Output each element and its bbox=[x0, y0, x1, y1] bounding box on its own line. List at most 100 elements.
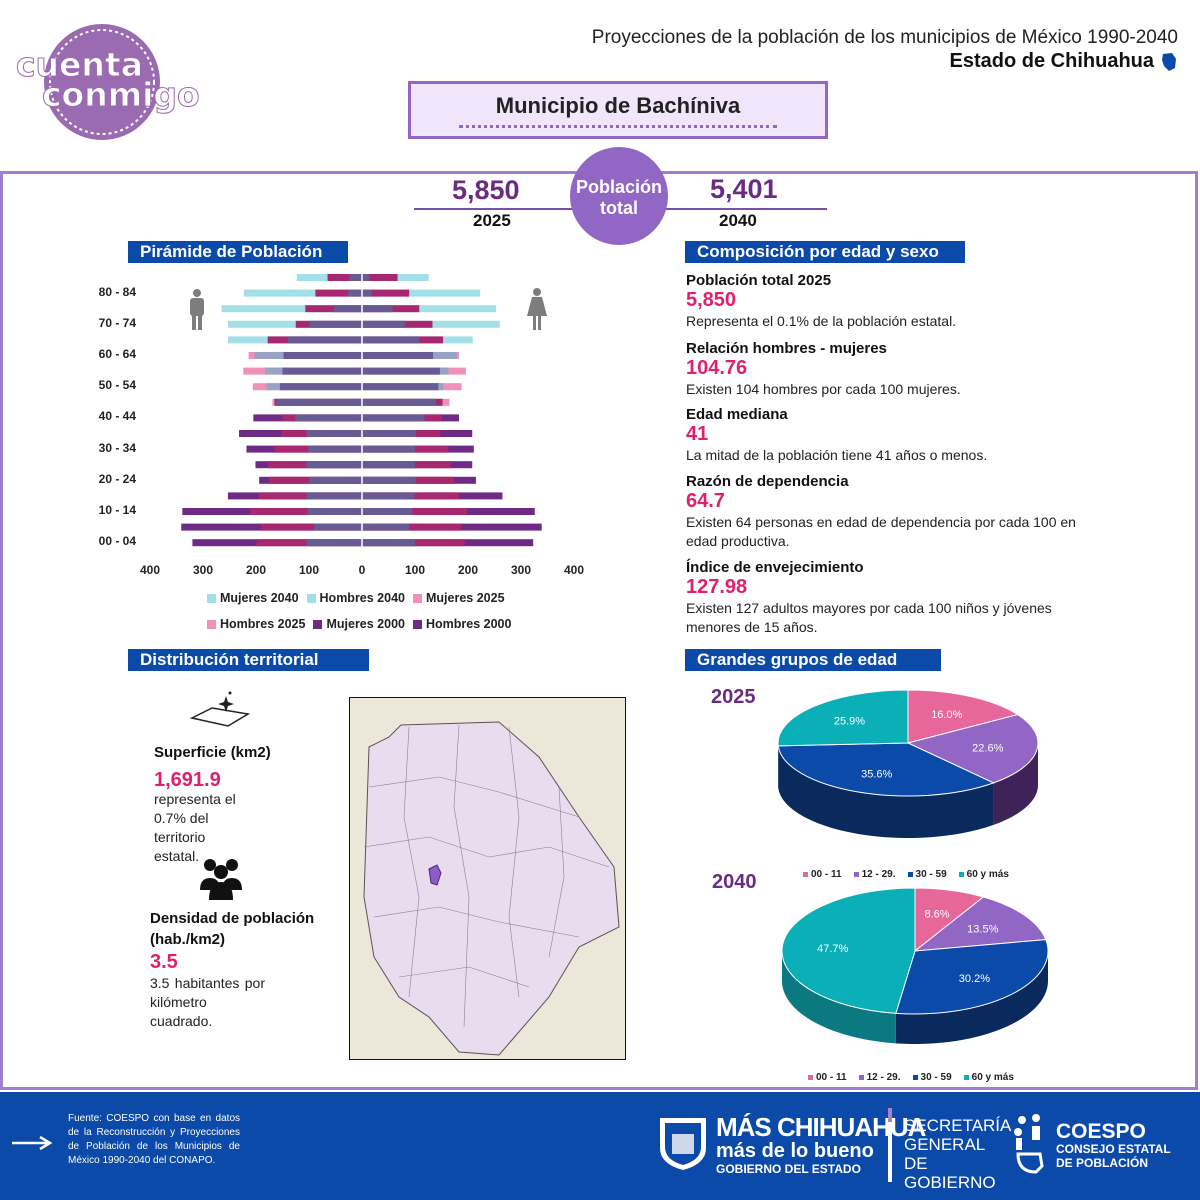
population-2025-year: 2025 bbox=[473, 211, 511, 230]
x-tick-label: 300 bbox=[192, 563, 214, 577]
pyramid-bar-mujeres-2040 bbox=[362, 445, 415, 453]
source-note: Fuente: COESPO con base en datos de la R… bbox=[68, 1113, 240, 1166]
pie-data-label: 8.6% bbox=[924, 908, 949, 920]
pie-legend-bottom: 00 - 11 12 - 29. 30 - 59 60 y más bbox=[808, 1072, 1014, 1083]
area-desc: representa el 0.7% del territorio estata… bbox=[154, 791, 236, 864]
pyramid-bar-hombres-2000 bbox=[287, 336, 362, 344]
pyramid-bar-mujeres-2025 bbox=[362, 508, 467, 515]
density-title: Densidad de población (hab./km2) bbox=[150, 910, 315, 948]
pie-data-label: 30.2% bbox=[959, 973, 990, 985]
legend-label: 00 - 11 bbox=[816, 1072, 847, 1083]
pie-side-12-29- bbox=[993, 743, 1038, 825]
legend-label: Mujeres 2040 bbox=[220, 591, 299, 605]
legend-item: 12 - 29. bbox=[853, 869, 896, 880]
stat-block: Edad mediana 41 La mitad de la población t… bbox=[686, 406, 1106, 473]
pyramid-bar-hombres-2025 bbox=[315, 289, 362, 297]
age-label: 30 - 34 bbox=[98, 440, 136, 455]
legend-item: 00 - 11 bbox=[803, 869, 842, 880]
pyramid-bar-hombres-2040 bbox=[227, 320, 362, 328]
section-composition: Composición por edad y sexo bbox=[685, 241, 965, 263]
pyramid-bar-hombres-2025 bbox=[305, 305, 362, 313]
legend-label: Mujeres 2000 bbox=[326, 617, 405, 631]
pyramid-bar-hombres-2000 bbox=[349, 274, 362, 281]
pyramid-bar-mujeres-2040 bbox=[362, 289, 481, 297]
pie-data-label: 47.7% bbox=[817, 943, 848, 955]
pie-legend-top: 00 - 11 12 - 29. 30 - 59 60 y más bbox=[803, 869, 1009, 880]
chihuahua-map-icon bbox=[1162, 52, 1176, 71]
pyramid-legend-row1: Mujeres 2040 Hombres 2040 Mujeres 2025 bbox=[207, 591, 505, 605]
stat-title: Relación hombres - mujeres bbox=[686, 340, 887, 357]
state-shield-icon bbox=[660, 1118, 706, 1170]
pyramid-bar-hombres-2040 bbox=[309, 476, 362, 484]
stat-block: Razón de dependencia 64.7 Existen 64 perso… bbox=[686, 473, 1106, 559]
legend-item: Hombres 2000 bbox=[413, 617, 511, 631]
legend-label: 30 - 59 bbox=[920, 1072, 952, 1083]
legend-label: 12 - 29. bbox=[866, 1072, 901, 1083]
pie-slice-00-11 bbox=[907, 689, 1019, 744]
stat-desc: La mitad de la población tiene 41 años o… bbox=[686, 447, 988, 463]
age-label: 60 - 64 bbox=[98, 347, 136, 361]
chihuahua-municipality-map[interactable] bbox=[349, 697, 626, 1060]
pie-data-label: 13.5% bbox=[967, 924, 998, 936]
pyramid-bar-mujeres-2000 bbox=[362, 305, 393, 313]
pyramid-bar-mujeres-2040 bbox=[362, 492, 415, 500]
pyramid-bar-hombres-2040 bbox=[276, 398, 362, 406]
pyramid-bar-mujeres-2040 bbox=[362, 508, 413, 515]
stat-block: Índice de envejecimiento 127.98 Existen 12… bbox=[686, 559, 1106, 637]
pyramid-bar-mujeres-2000 bbox=[362, 367, 440, 375]
pyramid-bar-mujeres-2000 bbox=[362, 336, 420, 344]
municipality-name: Municipio de Bachíniva bbox=[459, 93, 777, 128]
pyramid-bar-mujeres-2040 bbox=[362, 414, 425, 422]
pyramid-bar-mujeres-2040 bbox=[362, 305, 497, 313]
pyramid-bar-mujeres-2040 bbox=[362, 398, 437, 406]
pyramid-bar-hombres-2040 bbox=[306, 430, 362, 437]
section-pyramid: Pirámide de Población bbox=[128, 241, 348, 263]
pie-data-label: 16.0% bbox=[931, 709, 962, 721]
stat-value: 5,850 bbox=[686, 289, 737, 311]
pyramid-bar-mujeres-2025 bbox=[362, 274, 398, 281]
pyramid-bar-hombres-2040 bbox=[306, 461, 362, 469]
report-subtitle: Proyecciones de la población de los muni… bbox=[591, 27, 1178, 48]
legend-item: 30 - 59 bbox=[907, 869, 947, 880]
pyramid-bar-hombres-2040 bbox=[306, 539, 362, 547]
stat-value: 104.76 bbox=[686, 357, 748, 379]
logo-gobierno: GOBIERNO DEL ESTADO bbox=[716, 1162, 861, 1176]
man-icon bbox=[190, 289, 204, 330]
divider-line bbox=[414, 208, 574, 210]
logo-secretaria: SECRETARÍA GENERAL DE GOBIERNO bbox=[904, 1116, 1011, 1192]
x-tick-label: 100 bbox=[298, 563, 320, 577]
stat-title: Edad mediana bbox=[686, 406, 788, 423]
legend-label: Mujeres 2025 bbox=[426, 591, 505, 605]
stat-desc: Representa el 0.1% de la población estat… bbox=[686, 313, 957, 329]
x-tick-label: 0 bbox=[358, 563, 366, 577]
stat-desc: Existen 104 hombres por cada 100 mujeres… bbox=[686, 381, 961, 397]
pyramid-bar-hombres-2040 bbox=[307, 508, 362, 515]
pyramid-bar-mujeres-2040 bbox=[362, 430, 417, 437]
x-tick-label: 400 bbox=[563, 563, 585, 577]
legend-item: Hombres 2025 bbox=[207, 617, 305, 631]
pyramid-bar-mujeres-2040 bbox=[362, 461, 415, 469]
pyramid-bar-hombres-2000 bbox=[283, 352, 362, 359]
pyramid-bar-mujeres-2025 bbox=[362, 523, 462, 531]
pyramid-bar-hombres-2040 bbox=[308, 445, 362, 453]
pyramid-bar-hombres-2040 bbox=[314, 523, 362, 531]
surface-area-icon bbox=[190, 691, 251, 727]
population-2025-value: 5,850 bbox=[452, 175, 520, 205]
pie-side-30-59 bbox=[778, 745, 994, 838]
pyramid-bar-hombres-2025 bbox=[250, 508, 362, 515]
legend-item: Hombres 2040 bbox=[306, 591, 405, 605]
stat-title: Población total 2025 bbox=[686, 272, 832, 289]
coespo-icon bbox=[1014, 1114, 1044, 1174]
logo-consejo: CONSEJO ESTATAL bbox=[1056, 1142, 1171, 1156]
x-tick-label: 100 bbox=[404, 563, 426, 577]
age-label: 00 - 04 bbox=[98, 534, 136, 549]
population-total-badge: Población total bbox=[570, 147, 668, 245]
stat-block: Relación hombres - mujeres 104.76 Existen … bbox=[686, 340, 1106, 406]
section-territory: Distribución territorial bbox=[128, 649, 369, 671]
pyramid-bar-hombres-2000 bbox=[309, 320, 362, 328]
x-tick-label: 200 bbox=[457, 563, 479, 577]
legend-label: 30 - 59 bbox=[915, 869, 947, 880]
pie-slice-12-29- bbox=[906, 714, 1039, 784]
pyramid-bar-hombres-2040 bbox=[221, 305, 362, 313]
pyramid-bar-hombres-2025 bbox=[327, 274, 362, 281]
